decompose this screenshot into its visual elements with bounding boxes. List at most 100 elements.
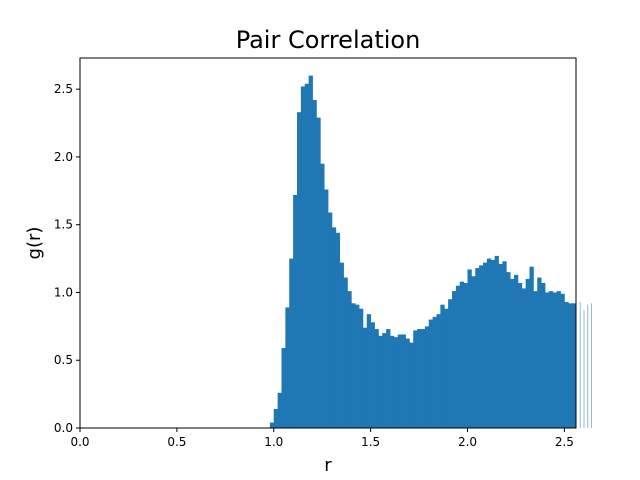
histogram-bar xyxy=(432,316,437,428)
histogram-bar xyxy=(421,329,426,428)
y-axis-label: g(r) xyxy=(24,227,45,260)
histogram-bar xyxy=(564,301,569,428)
histogram-bar xyxy=(281,348,286,428)
histogram-bar xyxy=(521,288,527,428)
histogram-bar xyxy=(397,334,403,428)
x-tick-label: 2.5 xyxy=(555,435,574,449)
x-tick-label: 1.0 xyxy=(264,435,283,449)
y-tick-label: 0.5 xyxy=(54,353,73,367)
histogram-bar xyxy=(587,304,589,428)
histogram-bar xyxy=(401,334,406,428)
chart-title: Pair Correlation xyxy=(236,26,421,54)
y-tick-label: 1.5 xyxy=(54,218,73,232)
histogram-bar xyxy=(269,422,275,428)
x-axis-label: r xyxy=(324,455,332,476)
histogram-bar xyxy=(579,301,581,428)
histogram-bar xyxy=(312,100,317,428)
histogram-bar xyxy=(591,303,592,428)
histogram-bar xyxy=(498,264,503,428)
histogram-bar xyxy=(386,329,391,428)
histogram-bar xyxy=(552,292,558,428)
histogram-bar xyxy=(277,392,282,428)
histogram-bar xyxy=(359,308,364,428)
y-axis-ticks: 0.0 0.5 1.0 1.5 2.0 2.5 xyxy=(54,82,80,435)
histogram-bar xyxy=(409,342,414,428)
histogram-bar xyxy=(448,299,453,428)
histogram-bar xyxy=(525,278,530,428)
histogram-bar xyxy=(424,326,430,428)
histogram-bar xyxy=(459,281,465,428)
histogram-bar xyxy=(285,307,290,428)
histogram-bar xyxy=(362,327,368,428)
histogram-bar xyxy=(463,282,468,428)
x-tick-label: 0.0 xyxy=(70,435,89,449)
histogram-bar xyxy=(335,232,341,428)
histogram-bar xyxy=(548,291,554,428)
histogram-bar xyxy=(440,304,445,428)
histogram-bar xyxy=(428,319,434,428)
histogram-bar xyxy=(339,262,344,428)
histogram-bar xyxy=(347,291,352,428)
histogram-bar xyxy=(382,333,387,428)
histogram-bars xyxy=(269,75,592,429)
histogram-bar xyxy=(583,310,585,428)
histogram-bar xyxy=(455,285,461,428)
histogram-bar xyxy=(413,330,418,428)
histogram-bar xyxy=(331,227,337,428)
histogram-bar xyxy=(300,86,306,429)
histogram-bar xyxy=(556,291,561,428)
histogram-bar xyxy=(486,258,492,428)
histogram-bar xyxy=(293,194,298,428)
histogram-bar xyxy=(366,314,372,428)
histogram-bar xyxy=(510,278,515,428)
histogram-bar xyxy=(533,291,538,428)
histogram-bar xyxy=(289,258,294,428)
histogram-bar xyxy=(308,75,313,429)
histogram-bar xyxy=(390,335,395,428)
histogram-bar xyxy=(545,292,550,428)
histogram-bar xyxy=(506,272,511,428)
histogram-bar xyxy=(343,277,348,428)
histogram-bar xyxy=(393,337,399,428)
histogram-bar xyxy=(417,329,422,428)
histogram-bar xyxy=(405,338,410,428)
histogram-bar xyxy=(490,259,496,428)
y-tick-label: 2.5 xyxy=(54,82,73,96)
y-tick-label: 1.0 xyxy=(54,285,73,299)
histogram-bar xyxy=(324,189,329,428)
histogram-bar xyxy=(328,212,333,428)
histogram-bar xyxy=(370,322,375,428)
histogram-bar xyxy=(502,261,507,428)
histogram-bar xyxy=(517,282,523,428)
histogram-bar xyxy=(316,117,321,428)
histogram-bar xyxy=(355,304,360,428)
histogram-bar xyxy=(494,255,499,428)
histogram-bar xyxy=(479,265,484,428)
histogram-bar xyxy=(560,293,565,428)
histogram-bar xyxy=(467,269,472,428)
histogram-bar xyxy=(452,291,457,428)
histogram-bar xyxy=(297,112,302,429)
x-axis-ticks: 0.0 0.5 1.0 1.5 2.0 2.5 xyxy=(70,428,574,449)
histogram-bar xyxy=(304,83,310,428)
histogram-bar xyxy=(514,274,519,428)
histogram-bar xyxy=(568,303,573,428)
histogram-bar xyxy=(351,303,356,428)
histogram-bar xyxy=(471,276,476,428)
histogram-bar xyxy=(273,409,279,428)
y-tick-label: 2.0 xyxy=(54,150,73,164)
x-tick-label: 0.5 xyxy=(167,435,186,449)
histogram-bar xyxy=(475,268,480,428)
histogram-bar xyxy=(537,277,542,428)
histogram-bar xyxy=(529,266,534,428)
histogram-bar xyxy=(483,262,488,428)
histogram-bar xyxy=(444,308,449,428)
histogram-bar xyxy=(541,282,546,428)
histogram-bar xyxy=(374,329,379,428)
x-tick-label: 2.0 xyxy=(458,435,477,449)
histogram-bar xyxy=(572,303,577,428)
histogram-bar xyxy=(320,163,325,428)
histogram-bar xyxy=(436,314,441,428)
histogram-bar xyxy=(378,335,383,428)
